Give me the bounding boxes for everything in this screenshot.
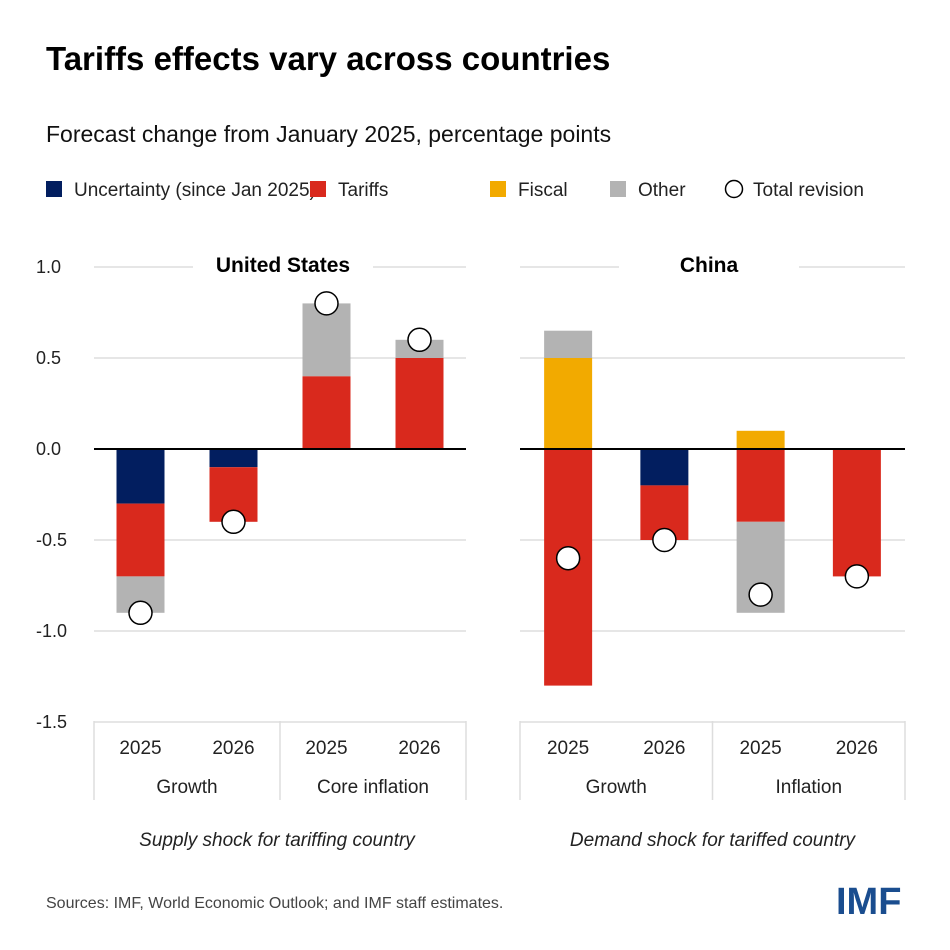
bar-segment-uncertainty: [640, 449, 689, 486]
bar-segment-uncertainty: [116, 449, 165, 504]
x-tick-label: 2025: [739, 738, 781, 759]
bar-segment-fiscal: [736, 430, 785, 449]
y-tick-label: 0.5: [36, 348, 61, 368]
x-tick-label: 2026: [212, 738, 254, 759]
y-tick-label: -1.0: [36, 621, 67, 641]
legend-swatch: [310, 181, 326, 197]
total-revision-marker: [652, 527, 677, 553]
panel-united-states: United States 1.0 0.5 0.0 -0.5 -1.0 -1.5 2025 20…: [36, 254, 467, 851]
total-revision-marker: [407, 327, 432, 353]
legend-label: Total revision: [753, 180, 864, 201]
total-revision-marker: [748, 582, 773, 607]
total-revision-marker: [314, 291, 339, 316]
legend-swatch: [46, 181, 62, 197]
total-revision-marker: [221, 509, 246, 535]
imf-logo: IMF: [836, 881, 901, 923]
panel-china: China 2025 2026 2025 2026 Growth Inflation Dema…: [519, 254, 906, 851]
panel-title: United States: [216, 254, 350, 277]
group-label: Inflation: [775, 777, 842, 798]
x-tick-label: 2026: [836, 738, 878, 759]
total-revision-marker: [128, 600, 153, 626]
y-tick-label: -1.5: [36, 712, 67, 732]
legend-label: Other: [638, 180, 686, 201]
total-revision-marker: [555, 545, 581, 571]
chart-subtitle: Forecast change from January 2025, perce…: [46, 121, 611, 147]
y-tick-label: 0.0: [36, 439, 61, 459]
x-tick-label: 2026: [643, 738, 685, 759]
legend-label: Tariffs: [338, 180, 388, 201]
legend-swatch: [490, 181, 506, 197]
group-label: Core inflation: [317, 777, 429, 798]
legend-swatch: [610, 181, 626, 197]
source-note: Sources: IMF, World Economic Outlook; an…: [46, 895, 503, 912]
legend-label: Uncertainty (since Jan 2025): [74, 180, 316, 201]
x-tick-label: 2025: [305, 738, 347, 759]
legend-label: Fiscal: [518, 180, 568, 201]
panel-note: Demand shock for tariffed country: [570, 830, 857, 851]
bar-segment-tariffs: [302, 376, 351, 449]
bar-segment-fiscal: [544, 358, 593, 449]
x-tick-label: 2025: [547, 738, 589, 759]
legend-circle-icon: [724, 179, 744, 199]
y-tick-label: 1.0: [36, 257, 61, 277]
bar-segment-tariffs: [116, 503, 165, 577]
bar-segment-tariffs: [832, 449, 881, 577]
x-tick-label: 2026: [398, 738, 440, 759]
bar-segment-tariffs: [395, 358, 444, 449]
chart-title: Tariffs effects vary across countries: [46, 40, 610, 77]
group-label: Growth: [586, 777, 647, 798]
legend: Uncertainty (since Jan 2025) Tariffs Fisca…: [46, 179, 864, 201]
bar-segment-uncertainty: [209, 449, 258, 468]
bar-segment-other: [544, 330, 593, 358]
bar-segment-tariffs: [736, 449, 785, 522]
x-tick-label: 2025: [119, 738, 161, 759]
y-tick-label: -0.5: [36, 530, 67, 550]
panel-title: China: [680, 254, 739, 277]
total-revision-marker: [844, 564, 870, 589]
group-label: Growth: [156, 777, 217, 798]
panel-note: Supply shock for tariffing country: [139, 830, 416, 851]
